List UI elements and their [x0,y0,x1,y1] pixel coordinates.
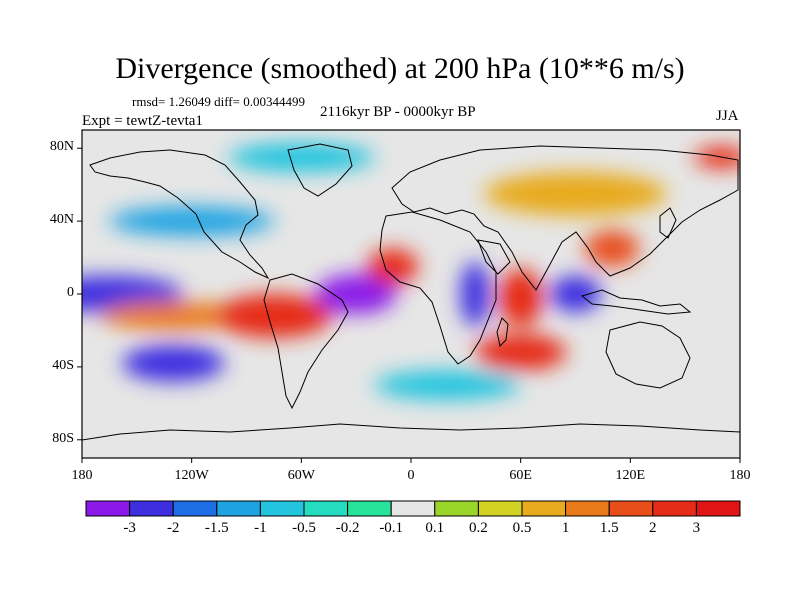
stats-text: rmsd= 1.26049 diff= 0.00344499 [132,94,305,109]
coast-north-america [89,149,270,280]
plot-title: Divergence (smoothed) at 200 hPa (10**6 … [115,52,685,85]
period-label: 2116kyr BP - 0000kyr BP [320,104,476,120]
colorbar-swatch [85,500,131,517]
colorbar-label: 3 [692,520,701,536]
lon-tick-label: 60E [509,468,532,483]
colorbar-label: -0.2 [335,520,360,536]
lat-tick-label: 0 [67,285,74,300]
field-blob-3 [215,294,333,338]
field-blob-11 [374,370,521,400]
colorbar-swatch [608,500,654,517]
colorbar-label: -3 [123,520,136,536]
colorbar-label: -0.1 [379,520,404,536]
colorbar-swatch [565,500,610,517]
field-blob-15 [694,146,740,169]
colorbar-swatch [477,500,523,517]
colorbar-label: -2 [166,520,180,536]
axis-ticks [77,147,741,463]
colorbar-label: 2 [649,520,657,536]
field-blob-12 [109,206,274,236]
colorbar-swatch [652,500,697,517]
colorbar-swatch [129,500,174,517]
colorbar-swatch [303,500,349,517]
field-blob-10 [474,334,567,371]
colorbar-label: 1.5 [599,520,619,536]
colorbar-swatch [695,500,741,517]
colorbar-swatch [434,500,479,517]
lat-tick-label: 40S [52,357,74,373]
field-blob-13 [484,171,667,216]
colorbar [85,500,741,517]
field-blob-2 [100,301,247,331]
lon-tick-label: 60W [287,468,315,483]
colorbar-label: -0.5 [292,520,316,536]
colorbar-label: -1.5 [204,520,229,536]
coast-australia [605,321,691,389]
colorbar-label: 0.1 [425,520,445,536]
colorbar-swatch [259,500,305,517]
divergence-field [82,130,740,458]
field-blob-1 [122,345,225,382]
lon-tick-label: 120E [615,468,646,483]
coast-madagascar [496,317,509,348]
coast-greenland [287,143,353,197]
colorbar-swatch [216,500,261,517]
coast-japan [659,207,677,239]
colorbar-swatch [390,500,436,517]
experiment-label: Expt = tewtZ-tevta1 [82,113,203,129]
colorbar-swatch [521,500,567,517]
colorbar-label: 0.2 [469,520,488,536]
coast-arabia [477,239,511,275]
colorbar-label: -1 [254,520,267,536]
field-blob-4 [315,273,397,315]
coast-indonesia [580,289,692,315]
field-blob-9 [584,230,640,267]
coast-south-america [263,273,349,410]
coast-eurasia [391,145,739,291]
colorbar-label: 0.5 [512,520,532,536]
colorbar-label: 1 [561,520,570,536]
colorbar-swatch [172,500,218,517]
field-blob-6 [460,261,490,327]
lat-tick-label: 80N [49,139,74,155]
lat-tick-label: 80S [52,430,74,446]
season-label: JJA [716,108,739,124]
lon-tick-label: 180 [71,468,93,483]
lon-tick-label: 180 [729,468,751,483]
coastlines [82,143,740,441]
lon-tick-label: 0 [407,468,415,483]
field-blob-7 [498,268,543,327]
field-blob-14 [228,142,375,172]
coast-antarctica [82,423,740,441]
field-blob-5 [367,248,419,285]
field-blob-8 [549,275,602,313]
colorbar-swatch [347,500,392,517]
coast-africa [379,211,497,365]
lat-tick-label: 40N [49,212,74,228]
lon-tick-label: 120W [174,468,209,483]
